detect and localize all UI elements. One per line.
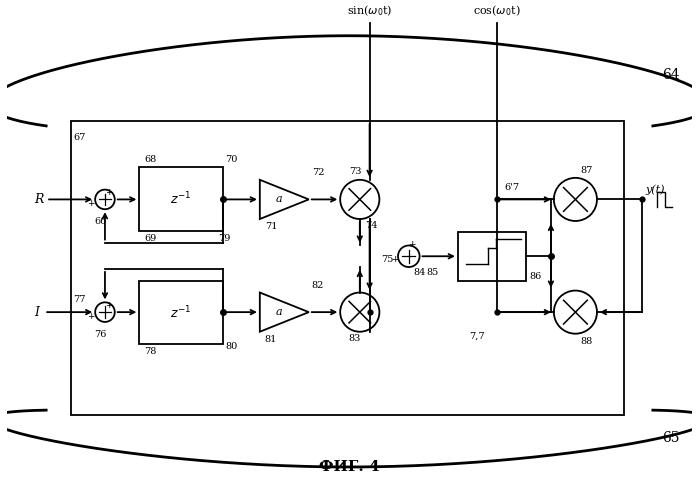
Text: I: I bbox=[34, 306, 39, 318]
Text: 75: 75 bbox=[381, 255, 393, 263]
Text: 78: 78 bbox=[144, 347, 157, 356]
Text: 88: 88 bbox=[580, 337, 593, 346]
Text: 82: 82 bbox=[312, 281, 324, 290]
Bar bbox=[71, 121, 624, 415]
Text: 86: 86 bbox=[529, 272, 542, 281]
Text: 87: 87 bbox=[580, 166, 593, 175]
Text: 84: 84 bbox=[414, 268, 426, 277]
Text: 6'7: 6'7 bbox=[505, 183, 520, 191]
Text: y(t): y(t) bbox=[645, 184, 665, 194]
Bar bbox=[139, 281, 222, 344]
Text: 66: 66 bbox=[94, 217, 106, 226]
Text: +: + bbox=[408, 240, 415, 249]
Text: ФИГ. 4: ФИГ. 4 bbox=[319, 460, 380, 474]
Text: 81: 81 bbox=[265, 335, 277, 344]
Text: +: + bbox=[87, 199, 95, 208]
Text: 65: 65 bbox=[662, 431, 679, 445]
Text: sin($\omega_0$t): sin($\omega_0$t) bbox=[347, 3, 392, 18]
Text: R: R bbox=[34, 193, 44, 206]
Text: 68: 68 bbox=[144, 155, 157, 164]
Text: 67: 67 bbox=[73, 133, 86, 142]
Text: 64: 64 bbox=[662, 68, 679, 82]
Bar bbox=[458, 232, 526, 281]
Text: +: + bbox=[391, 255, 399, 263]
Text: +: + bbox=[105, 188, 113, 197]
Bar bbox=[139, 167, 222, 231]
Text: +: + bbox=[105, 301, 113, 310]
Text: a: a bbox=[275, 307, 282, 317]
Text: 71: 71 bbox=[265, 222, 278, 231]
Text: 7,7: 7,7 bbox=[470, 332, 485, 341]
Text: a: a bbox=[275, 194, 282, 205]
Text: +: + bbox=[87, 312, 95, 320]
Text: 76: 76 bbox=[94, 330, 106, 339]
Text: 85: 85 bbox=[426, 268, 439, 277]
Text: 77: 77 bbox=[73, 295, 86, 304]
Polygon shape bbox=[260, 293, 309, 332]
Polygon shape bbox=[260, 180, 309, 219]
Text: 70: 70 bbox=[226, 155, 238, 164]
Text: $z^{-1}$: $z^{-1}$ bbox=[171, 190, 192, 207]
Text: 73: 73 bbox=[349, 167, 361, 176]
Text: cos($\omega_0$t): cos($\omega_0$t) bbox=[473, 3, 521, 18]
Text: 72: 72 bbox=[312, 168, 324, 177]
Text: 83: 83 bbox=[349, 334, 361, 343]
Text: 79: 79 bbox=[217, 234, 230, 243]
Text: 80: 80 bbox=[226, 341, 238, 351]
Text: 69: 69 bbox=[144, 234, 157, 243]
Text: $z^{-1}$: $z^{-1}$ bbox=[171, 304, 192, 321]
Text: 74: 74 bbox=[365, 221, 377, 230]
